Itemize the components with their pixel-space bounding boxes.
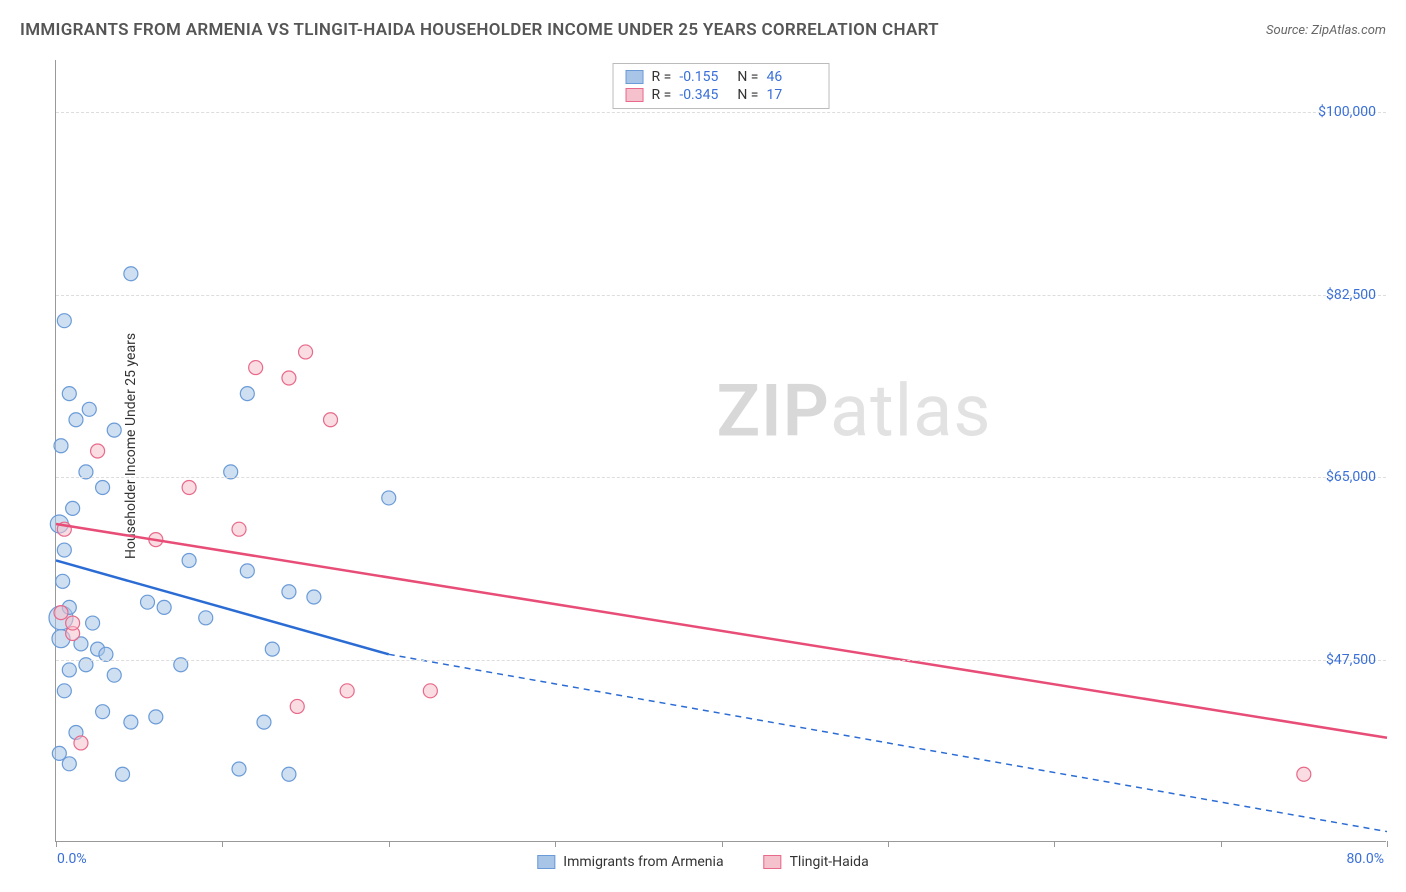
stat-r-value: -0.345 <box>679 87 729 103</box>
data-point <box>182 553 196 567</box>
legend-item: Tlingit-Haida <box>764 854 869 870</box>
data-point <box>232 522 246 536</box>
data-point <box>423 684 437 698</box>
x-tick-mark <box>555 841 556 847</box>
data-point <box>149 710 163 724</box>
x-tick-mark <box>389 841 390 847</box>
gridline <box>56 477 1386 478</box>
data-point <box>66 616 80 630</box>
source-label: Source: ZipAtlas.com <box>1266 23 1386 38</box>
data-point <box>199 611 213 625</box>
data-point <box>249 361 263 375</box>
stat-n-value: 46 <box>766 69 816 85</box>
bottom-legend: Immigrants from Armenia Tlingit-Haida <box>537 854 868 870</box>
legend-swatch <box>764 855 782 869</box>
data-point <box>240 387 254 401</box>
data-point <box>91 444 105 458</box>
data-point <box>1297 767 1311 781</box>
gridline <box>56 660 1386 661</box>
stat-r-label: R = <box>652 69 672 85</box>
x-tick-mark <box>1054 841 1055 847</box>
data-point <box>54 606 68 620</box>
x-tick-mark <box>722 841 723 847</box>
x-tick-mark <box>222 841 223 847</box>
data-point <box>382 491 396 505</box>
data-point <box>282 767 296 781</box>
x-tick-mark <box>56 841 57 847</box>
legend-swatch <box>537 855 555 869</box>
chart-title: IMMIGRANTS FROM ARMENIA VS TLINGIT-HAIDA… <box>20 20 939 40</box>
data-point <box>69 413 83 427</box>
data-point <box>240 564 254 578</box>
x-tick-mark <box>1387 841 1388 847</box>
data-point <box>74 736 88 750</box>
legend-label: Tlingit-Haida <box>790 854 869 870</box>
legend-item: Immigrants from Armenia <box>537 854 723 870</box>
x-axis-min-label: 0.0% <box>57 851 87 867</box>
scatter-svg <box>56 60 1386 841</box>
regression-line <box>56 524 1387 738</box>
stat-r-label: R = <box>652 87 672 103</box>
data-point <box>96 705 110 719</box>
data-point <box>299 345 313 359</box>
data-point <box>282 585 296 599</box>
data-point <box>182 480 196 494</box>
data-point <box>265 642 279 656</box>
data-point <box>107 423 121 437</box>
data-point <box>157 600 171 614</box>
data-point <box>62 757 76 771</box>
regression-line <box>56 560 389 654</box>
stat-r-value: -0.155 <box>679 69 729 85</box>
data-point <box>257 715 271 729</box>
data-point <box>282 371 296 385</box>
data-point <box>57 314 71 328</box>
data-point <box>124 715 138 729</box>
data-point <box>324 413 338 427</box>
chart-plot-area: R =-0.155N =46R =-0.345N =17 ZIPatlas $4… <box>55 60 1386 842</box>
data-point <box>232 762 246 776</box>
data-point <box>54 439 68 453</box>
data-point <box>62 663 76 677</box>
y-tick-label: $47,500 <box>1326 652 1376 668</box>
data-point <box>57 684 71 698</box>
gridline <box>56 295 1386 296</box>
y-tick-label: $65,000 <box>1326 469 1376 485</box>
data-point <box>290 699 304 713</box>
stat-n-value: 17 <box>766 87 816 103</box>
data-point <box>82 402 96 416</box>
regression-line-extrapolated <box>389 654 1387 831</box>
data-point <box>62 387 76 401</box>
data-point <box>124 267 138 281</box>
data-point <box>66 501 80 515</box>
x-axis-max-label: 80.0% <box>1346 851 1384 867</box>
legend-label: Immigrants from Armenia <box>563 854 723 870</box>
data-point <box>86 616 100 630</box>
data-point <box>56 574 70 588</box>
data-point <box>141 595 155 609</box>
stats-row: R = -0.155 N = 46 <box>626 68 817 86</box>
data-point <box>96 480 110 494</box>
legend-swatch <box>626 70 644 84</box>
data-point <box>116 767 130 781</box>
stats-row: R = -0.345 N = 17 <box>626 86 817 104</box>
data-point <box>307 590 321 604</box>
y-tick-label: $82,500 <box>1326 287 1376 303</box>
data-point <box>340 684 354 698</box>
stats-legend-box: R = -0.155 N = 46 R = -0.345 N = 17 <box>613 63 830 109</box>
x-tick-mark <box>1221 841 1222 847</box>
x-tick-mark <box>888 841 889 847</box>
data-point <box>57 543 71 557</box>
legend-swatch <box>626 88 644 102</box>
stat-n-label: N = <box>737 87 758 103</box>
gridline <box>56 112 1386 113</box>
stat-n-label: N = <box>737 69 758 85</box>
y-tick-label: $100,000 <box>1318 104 1376 120</box>
data-point <box>107 668 121 682</box>
